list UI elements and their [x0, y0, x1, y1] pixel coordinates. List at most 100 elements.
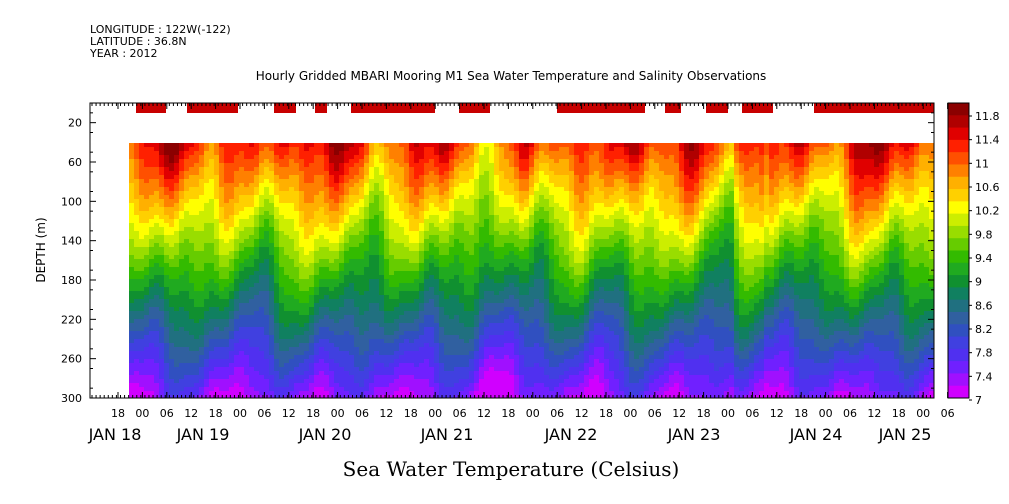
heatmap-cell: [229, 295, 235, 300]
heatmap-cell: [294, 195, 300, 200]
heatmap-cell: [319, 391, 325, 396]
heatmap-cell: [179, 291, 185, 296]
heatmap-cell: [364, 303, 370, 308]
heatmap-cell: [344, 375, 350, 380]
heatmap-cell: [259, 335, 265, 340]
heatmap-cell: [444, 339, 450, 344]
heatmap-cell: [239, 247, 245, 252]
heatmap-cell: [354, 147, 360, 152]
heatmap-cell: [334, 371, 340, 376]
heatmap-cell: [369, 255, 375, 260]
heatmap-cell: [234, 335, 240, 340]
heatmap-cell: [514, 327, 520, 332]
heatmap-cell: [384, 219, 390, 224]
heatmap-cell: [484, 279, 490, 284]
heatmap-cell: [499, 235, 505, 240]
heatmap-cell: [284, 223, 290, 228]
heatmap-cell: [329, 179, 335, 184]
heatmap-cell: [254, 195, 260, 200]
heatmap-cell: [429, 299, 435, 304]
heatmap-cell: [464, 187, 470, 192]
heatmap-cell: [454, 235, 460, 240]
heatmap-cell: [419, 235, 425, 240]
heatmap-cell: [354, 179, 360, 184]
heatmap-cell: [264, 251, 270, 256]
heatmap-cell: [314, 187, 320, 192]
heatmap-cell: [294, 347, 300, 352]
heatmap-cell: [424, 395, 430, 398]
heatmap-cell: [289, 311, 295, 316]
heatmap-cell: [184, 383, 190, 388]
heatmap-cell: [279, 255, 285, 260]
heatmap-cell: [369, 147, 375, 152]
heatmap-cell: [419, 179, 425, 184]
heatmap-cell: [269, 179, 275, 184]
heatmap-cell: [284, 143, 290, 148]
heatmap-cell: [309, 331, 315, 336]
heatmap-cell: [219, 235, 225, 240]
heatmap-cell: [344, 187, 350, 192]
heatmap-cell: [329, 211, 335, 216]
heatmap-cell: [214, 239, 220, 244]
heatmap-cell: [504, 147, 510, 152]
heatmap-cell: [329, 347, 335, 352]
heatmap-cell: [149, 219, 155, 224]
heatmap-cell: [229, 335, 235, 340]
heatmap-cell: [504, 295, 510, 300]
heatmap-cell: [299, 303, 305, 308]
heatmap-cell: [239, 187, 245, 192]
heatmap-cell: [254, 395, 260, 398]
heatmap-cell: [404, 359, 410, 364]
heatmap-cell: [269, 367, 275, 372]
heatmap-cell: [469, 375, 475, 380]
heatmap-cell: [294, 267, 300, 272]
heatmap-cell: [219, 251, 225, 256]
heatmap-cell: [399, 383, 405, 388]
heatmap-cell: [154, 219, 160, 224]
heatmap-cell: [519, 143, 525, 148]
heatmap-cell: [319, 311, 325, 316]
heatmap-cell: [174, 355, 180, 360]
heatmap-cell: [519, 151, 525, 156]
heatmap-cell: [344, 287, 350, 292]
heatmap-cell: [269, 235, 275, 240]
heatmap-cell: [194, 359, 200, 364]
heatmap-cell: [224, 195, 230, 200]
heatmap-cell: [134, 359, 140, 364]
heatmap-cell: [279, 263, 285, 268]
heatmap-cell: [154, 343, 160, 348]
heatmap-cell: [314, 307, 320, 312]
heatmap-cell: [444, 211, 450, 216]
heatmap-cell: [429, 363, 435, 368]
heatmap-cell: [384, 271, 390, 276]
heatmap-cell: [424, 231, 430, 236]
heatmap-cell: [314, 299, 320, 304]
heatmap-cell: [474, 351, 480, 356]
heatmap-cell: [149, 183, 155, 188]
heatmap-cell: [414, 219, 420, 224]
heatmap-cell: [284, 395, 290, 398]
heatmap-cell: [489, 203, 495, 208]
heatmap-cell: [394, 195, 400, 200]
heatmap-cell: [199, 195, 205, 200]
heatmap-cell: [249, 235, 255, 240]
heatmap-cell: [239, 395, 245, 398]
heatmap-cell: [444, 259, 450, 264]
heatmap-cell: [314, 167, 320, 172]
heatmap-cell: [164, 195, 170, 200]
heatmap-cell: [334, 203, 340, 208]
heatmap-cell: [174, 231, 180, 236]
heatmap-cell: [374, 227, 380, 232]
heatmap-cell: [309, 311, 315, 316]
heatmap-cell: [344, 279, 350, 284]
heatmap-cell: [264, 167, 270, 172]
heatmap-cell: [514, 207, 520, 212]
heatmap-cell: [164, 147, 170, 152]
heatmap-cell: [134, 239, 140, 244]
heatmap-cell: [259, 303, 265, 308]
heatmap-cell: [509, 239, 515, 244]
heatmap-cell: [229, 339, 235, 344]
heatmap-cell: [494, 231, 500, 236]
heatmap-cell: [209, 155, 215, 160]
heatmap-cell: [164, 299, 170, 304]
